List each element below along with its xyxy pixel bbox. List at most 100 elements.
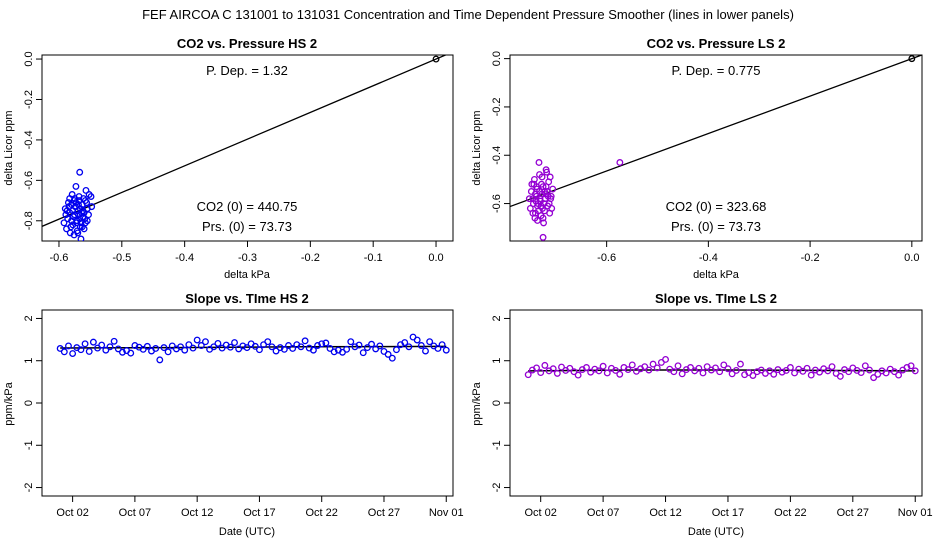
x-tick-label: Oct 12 — [649, 507, 681, 519]
x-tick-label: Oct 12 — [181, 507, 213, 519]
y-axis-label: ppm/kPa — [471, 381, 483, 425]
x-axis-label: Date (UTC) — [219, 526, 275, 538]
data-point — [118, 348, 126, 356]
y-axis-label: ppm/kPa — [3, 381, 15, 425]
data-point — [73, 217, 81, 225]
panel-co2-vs-pressure-hs: CO2 vs. Pressure HS 2 delta kPa delta Li… — [3, 36, 454, 281]
data-point — [65, 203, 73, 211]
y-tick-label: -0.6 — [491, 194, 503, 213]
x-tick-label: -0.6 — [597, 252, 616, 264]
y-tick-label: 0.0 — [23, 51, 35, 66]
data-point — [616, 159, 624, 166]
data-point — [753, 368, 761, 376]
data-point — [60, 219, 68, 227]
data-point — [645, 366, 653, 374]
data-point — [712, 364, 719, 372]
data-point — [662, 356, 669, 363]
data-point — [866, 366, 873, 374]
data-point — [525, 195, 533, 203]
data-point — [699, 369, 707, 377]
data-point — [62, 211, 70, 219]
data-point — [716, 368, 724, 376]
data-point — [533, 364, 540, 372]
data-point — [69, 350, 77, 357]
data-point — [541, 361, 549, 369]
y-tick-label: -2 — [23, 483, 35, 493]
y-tick-label: -0.2 — [23, 90, 35, 109]
axis-ticks: Oct 02 Oct 07 Oct 12 Oct 17 Oct 22 Oct 27 Nov … — [23, 315, 464, 519]
data-point — [566, 364, 574, 372]
plot-area — [524, 356, 919, 382]
data-point — [434, 345, 442, 352]
x-tick-label: -0.4 — [175, 252, 194, 264]
data-point — [816, 368, 823, 376]
data-point — [83, 217, 91, 225]
data-point — [87, 193, 95, 200]
x-tick-label: -0.2 — [801, 252, 820, 264]
axis-ticks: Oct 02 Oct 07 Oct 12 Oct 17 Oct 22 Oct 27 Nov … — [491, 315, 933, 519]
x-tick-label: Oct 22 — [306, 507, 338, 519]
data-point — [547, 195, 555, 203]
y-tick-label: 0.0 — [491, 51, 503, 66]
data-point — [591, 365, 599, 373]
data-point — [210, 343, 218, 351]
data-point — [231, 339, 238, 346]
data-point — [539, 233, 547, 241]
panel-title: CO2 vs. Pressure LS 2 — [647, 36, 786, 51]
data-point — [77, 346, 85, 354]
data-point — [81, 219, 89, 227]
data-point — [65, 342, 72, 350]
data-point — [728, 370, 736, 378]
data-point — [131, 342, 139, 349]
co2-zero-annotation: CO2 (0) = 440.75 — [197, 199, 298, 214]
y-axis-label: delta Licor ppm — [3, 110, 15, 185]
data-point — [272, 347, 280, 355]
data-point — [724, 365, 732, 373]
y-tick-label: -1 — [23, 440, 35, 450]
data-point — [98, 341, 106, 349]
data-point — [197, 342, 205, 349]
x-tick-label: Oct 22 — [774, 507, 806, 519]
data-point — [143, 342, 151, 350]
data-point — [88, 203, 96, 211]
x-tick-label: -0.5 — [112, 252, 131, 264]
data-point — [322, 339, 330, 347]
data-point — [786, 364, 794, 371]
data-point — [807, 371, 815, 379]
data-point — [280, 345, 288, 353]
x-tick-label: -0.4 — [699, 252, 718, 264]
fit-line — [510, 55, 922, 208]
data-point — [612, 367, 620, 374]
data-point — [703, 363, 711, 371]
data-point — [674, 362, 682, 370]
data-point — [243, 344, 251, 352]
data-point — [770, 370, 778, 378]
data-point — [442, 346, 450, 354]
data-point — [72, 199, 80, 207]
data-point — [239, 342, 247, 350]
data-point — [177, 343, 185, 351]
axis-ticks: -0.6 -0.5 -0.4 -0.3 -0.2 -0.1 0.0 -0.8 -0.6 -0.4 -… — [23, 51, 444, 264]
data-point — [422, 347, 429, 355]
data-point — [405, 343, 413, 351]
x-tick-label: Oct 17 — [712, 507, 744, 519]
data-point — [736, 360, 744, 368]
data-point — [343, 345, 351, 353]
reference-point — [432, 55, 440, 63]
data-point — [857, 369, 865, 377]
data-point — [720, 361, 728, 369]
pressure-dependence-annotation: P. Dep. = 1.32 — [206, 63, 288, 78]
x-tick-label: Oct 27 — [837, 507, 869, 519]
data-point — [828, 363, 836, 371]
panel-title: Slope vs. TIme HS 2 — [185, 291, 309, 306]
y-tick-label: 1 — [491, 358, 503, 364]
data-point — [824, 367, 832, 375]
x-axis-label: Date (UTC) — [688, 526, 744, 538]
data-point — [106, 343, 114, 351]
data-point — [861, 362, 869, 370]
x-tick-label: -0.3 — [238, 252, 257, 264]
data-point — [289, 345, 297, 352]
data-point — [355, 341, 363, 349]
